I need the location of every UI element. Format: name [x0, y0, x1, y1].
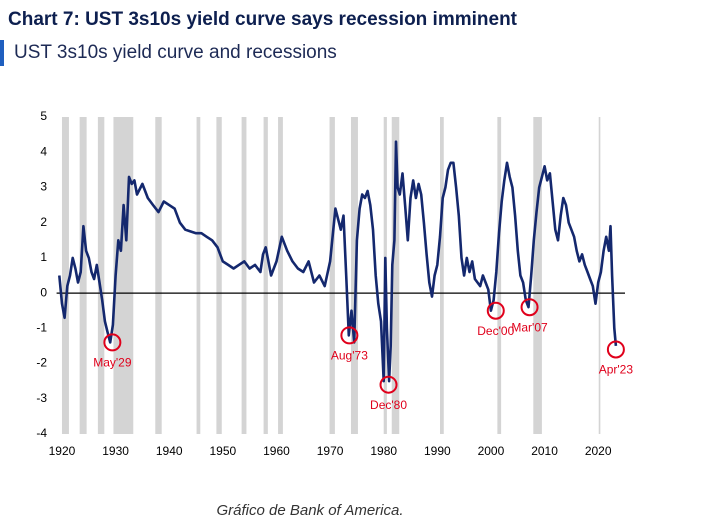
recession-band	[440, 117, 444, 434]
recession-band	[497, 117, 502, 434]
yield-line	[58, 140, 618, 383]
x-tick-label: 1990	[424, 444, 451, 458]
recession-band	[79, 117, 87, 434]
recession-band	[391, 117, 400, 434]
recession-band	[61, 117, 69, 434]
annotation-label: Mar'07	[511, 320, 548, 334]
y-tick-label: -2	[36, 356, 47, 370]
recession-band	[263, 117, 268, 434]
y-tick-label: 2	[40, 215, 47, 229]
chart-subtitle: UST 3s10s yield curve and recessions	[14, 42, 337, 63]
recession-band	[97, 117, 105, 434]
x-tick-label: 1930	[102, 444, 129, 458]
recession-band	[350, 117, 358, 434]
subtitle-bar	[0, 40, 4, 66]
annotation-circle	[379, 375, 398, 394]
annotation-label: Aug'73	[331, 349, 368, 363]
y-tick-label: 4	[40, 144, 47, 158]
x-tick-label: 1980	[370, 444, 397, 458]
recession-band	[216, 117, 222, 434]
x-tick-label: 1970	[317, 444, 344, 458]
recession-band	[329, 117, 335, 434]
annotation-label: May'29	[93, 356, 132, 370]
recession-band	[278, 117, 283, 434]
y-tick-label: 3	[40, 180, 47, 194]
y-tick-label: 0	[40, 285, 47, 299]
x-tick-label: 1940	[156, 444, 183, 458]
annotation-label: Dec'80	[370, 398, 407, 412]
y-tick-label: -4	[36, 426, 47, 440]
annotation-circle	[606, 340, 625, 359]
x-tick-label: 1960	[263, 444, 290, 458]
annotation-circle	[520, 298, 539, 317]
recession-band	[155, 117, 162, 434]
y-tick-label: 5	[40, 109, 47, 123]
x-tick-label: 2010	[531, 444, 558, 458]
annotation-circle	[340, 326, 359, 345]
caption: Gráfico de Bank of America.	[216, 502, 403, 519]
recession-band	[196, 117, 201, 434]
y-tick-label: -3	[36, 391, 47, 405]
x-tick-label: 2000	[478, 444, 505, 458]
chart-title: Chart 7: UST 3s10s yield curve says rece…	[8, 9, 518, 30]
x-tick-label: 1950	[209, 444, 236, 458]
recession-band	[241, 117, 247, 434]
y-tick-label: 1	[40, 250, 47, 264]
annotation-label: Dec'00	[477, 324, 514, 338]
annotation-label: Apr'23	[599, 363, 634, 377]
annotation-circle	[103, 333, 122, 352]
y-tick-label: -1	[36, 321, 47, 335]
x-tick-label: 1920	[49, 444, 76, 458]
recession-band	[533, 117, 542, 434]
annotation-circle	[486, 301, 505, 320]
x-tick-label: 2020	[585, 444, 612, 458]
